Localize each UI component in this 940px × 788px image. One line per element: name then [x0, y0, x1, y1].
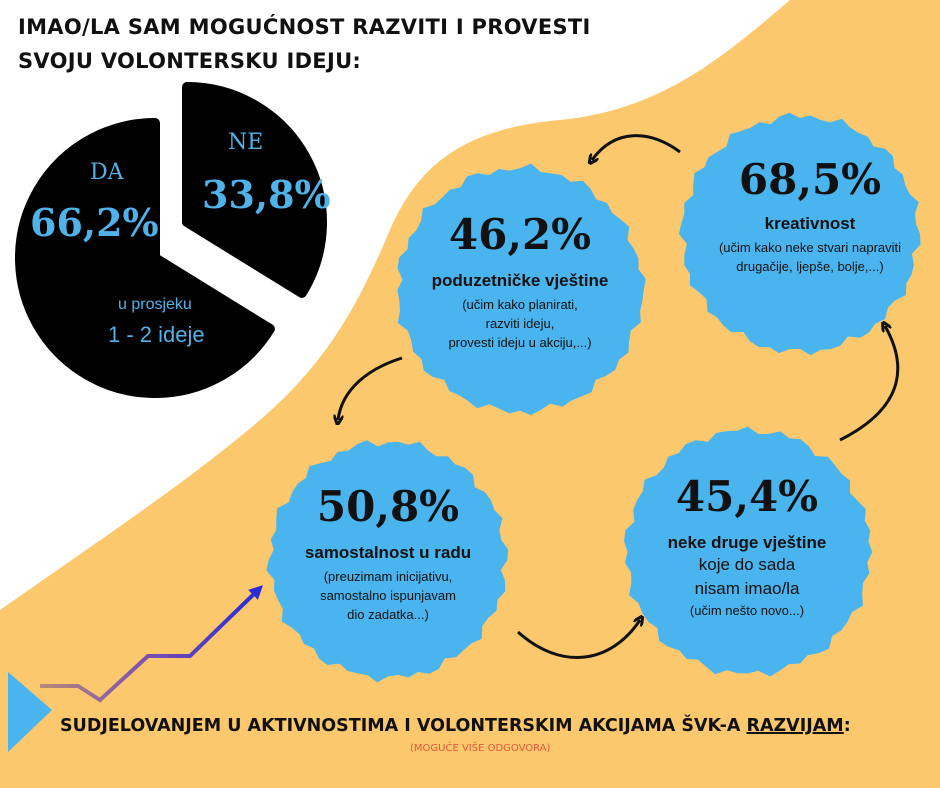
skill-name: kreativnost: [764, 214, 856, 233]
skill-circle-fill: [397, 163, 646, 415]
skill-value: 45,4%: [675, 472, 819, 521]
pie-value-da: 66,2%: [30, 200, 159, 245]
pie-label-da: DA: [90, 160, 124, 185]
skill-desc-line: (učim nešto novo...): [689, 603, 805, 618]
skill-desc-line: (preuzimam inicijativu,: [323, 569, 453, 584]
skill-name: poduzetničke vještine: [431, 271, 609, 290]
skill-circle-3: [624, 426, 873, 677]
skill-item-poduzetnicke-vjestine: 46,2% poduzetničke vještine (učim kako p…: [400, 210, 640, 352]
skill-desc-line: dio zadatka...): [347, 607, 429, 622]
footer-underlined-word: RAZVIJAM: [746, 716, 844, 736]
trend-arrow: [40, 585, 264, 703]
footer-main-text: SUDJELOVANJEM U AKTIVNOSTIMA I VOLONTERS…: [60, 716, 747, 736]
flow-arrow-3: [516, 620, 640, 659]
pie-label-ne: NE: [228, 130, 264, 155]
flow-arrow-2: [338, 356, 403, 420]
skill-value: 50,8%: [316, 482, 460, 531]
skill-desc-line: (učim kako neke stvari napraviti: [718, 240, 902, 255]
title-line-1: IMAO/LA SAM MOGUĆNOST RAZVITI I PROVESTI: [18, 15, 591, 39]
flow-arrow-4: [839, 326, 900, 442]
pie-note-line1: u prosjeku: [118, 296, 192, 313]
skill-desc-line: koje do sada: [698, 555, 796, 574]
flow-arrow-1: [592, 134, 681, 160]
skill-circle-1: [397, 163, 646, 415]
skill-circle-fill: [678, 112, 921, 356]
skill-circle-fill: [266, 440, 509, 683]
skill-item-kreativnost: 68,5% kreativnost (učim kako neke stvari…: [680, 155, 940, 276]
pie-note-line2: 1 - 2 ideje: [108, 322, 205, 347]
skill-name: neke druge vještine: [667, 533, 827, 552]
page-title: IMAO/LA SAM MOGUĆNOST RAZVITI I PROVESTI…: [18, 10, 591, 78]
skill-circle-0: [678, 112, 921, 356]
title-line-2: SVOJU VOLONTERSKU IDEJU:: [18, 49, 362, 73]
skill-desc-line: samostalno ispunjavam: [320, 588, 456, 603]
pie-slice-da: [15, 118, 275, 398]
skill-desc-line: provesti ideju u akciju,...): [448, 335, 592, 350]
skill-desc-line: drugačije, ljepše, bolje,...): [736, 259, 884, 274]
pie-slice-ne: [182, 82, 327, 298]
skill-name: samostalnost u radu: [304, 543, 472, 562]
skill-circles: [266, 112, 921, 683]
skill-desc-line: (učim kako planirati,: [462, 297, 578, 312]
pie-value-ne: 33,8%: [202, 172, 331, 217]
skill-circle-2: [266, 440, 509, 683]
footer-colon: :: [843, 716, 851, 736]
skill-value: 46,2%: [448, 210, 592, 259]
skill-value: 68,5%: [738, 155, 882, 204]
footer-statement: SUDJELOVANJEM U AKTIVNOSTIMA I VOLONTERS…: [60, 716, 920, 736]
footer-note: (MOGUĆE VIŠE ODGOVORA): [410, 743, 551, 754]
skill-item-neke-druge-vjestine: 45,4% neke druge vještine koje do sada n…: [622, 472, 872, 620]
pie-chart: [15, 82, 327, 398]
skill-circle-fill: [624, 426, 873, 677]
skill-item-samostalnost-u-radu: 50,8% samostalnost u radu (preuzimam ini…: [268, 482, 508, 624]
skill-desc-line: razviti ideju,: [485, 316, 555, 331]
footer-triangle-icon: [8, 672, 52, 752]
skill-desc-line: nisam imao/la: [694, 579, 800, 598]
